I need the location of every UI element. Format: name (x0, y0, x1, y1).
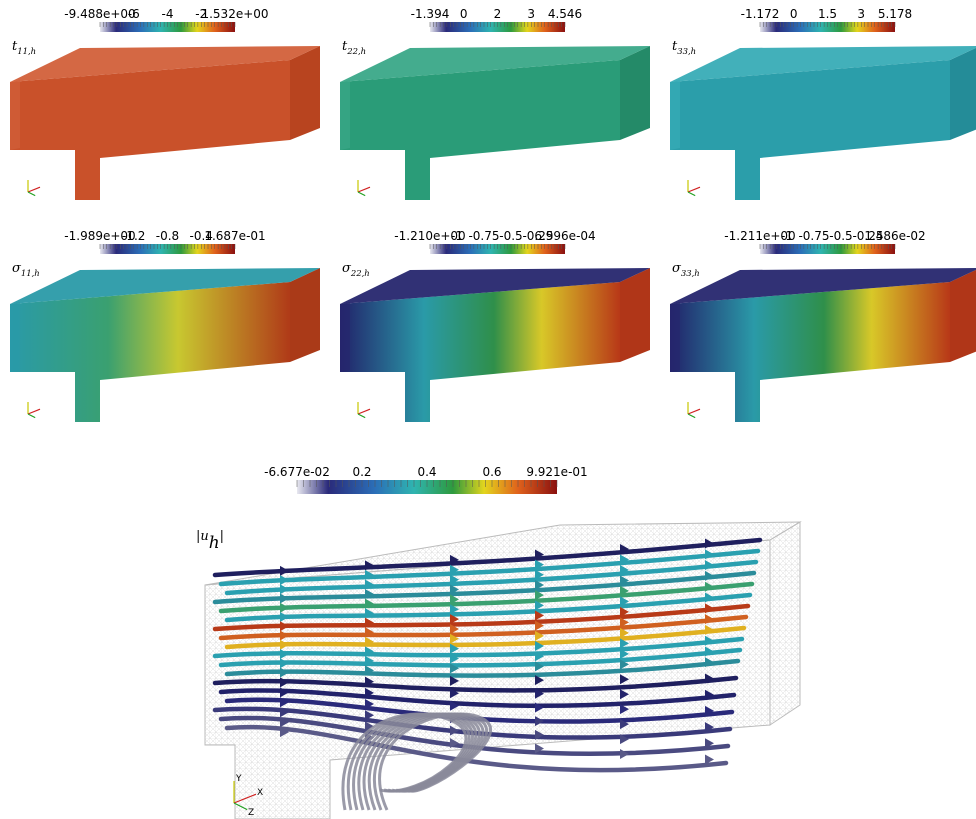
box-end (950, 268, 976, 362)
colorbar-label: 0.6 (482, 465, 501, 479)
triad-label: Y (235, 774, 242, 784)
label-sub: 11,h (17, 46, 36, 56)
colorbar-label: 6.996e-04 (534, 229, 595, 243)
panel-label: σ33,h (672, 261, 700, 278)
colorbar-label: -0.75 (798, 229, 829, 243)
colorbar-label: 0.2 (352, 465, 371, 479)
box-front (340, 282, 620, 422)
box-front (670, 60, 950, 200)
colorbar-label: 4.546 (548, 7, 582, 21)
label-sub: 22,h (350, 268, 370, 278)
colorbar-label: 9.921e-01 (526, 465, 587, 479)
box-end (620, 46, 650, 140)
panel-label: t11,h (12, 39, 36, 56)
figure: t11,h-9.488e+00-6-4-21.532e+00t22,h-1.39… (0, 0, 976, 819)
axis-x (28, 409, 40, 414)
label-base: |u (196, 529, 209, 544)
box-end (290, 268, 320, 362)
colorbar-label: -0.8 (156, 229, 179, 243)
axis-x (358, 409, 370, 414)
colorbar-label: -0.75 (468, 229, 499, 243)
label-sub: 33,h (677, 46, 696, 56)
box-end (620, 268, 650, 362)
axis-z (688, 192, 695, 196)
colorbar-label: 2 (494, 7, 502, 21)
colorbar-label: 1.532e+00 (201, 7, 268, 21)
axis-z (358, 414, 365, 418)
mesh-end (770, 522, 800, 725)
colorbar-label: -0.5 (499, 229, 522, 243)
colorbar-label: -1.2 (122, 229, 145, 243)
colorbar-label: 1.5 (818, 7, 837, 21)
label-end: | (220, 529, 224, 544)
box-left (670, 302, 680, 372)
triad-label: X (257, 788, 263, 798)
colorbar-label: 3 (527, 7, 535, 21)
colorbar-label: -9.488e+00 (64, 7, 135, 21)
colorbar-label: -6 (128, 7, 140, 21)
colorbar-label: -0.5 (829, 229, 852, 243)
axis-z (688, 414, 695, 418)
box-left (10, 80, 20, 150)
colorbar-label: 0 (790, 7, 798, 21)
colorbar-label: -1.172 (741, 7, 780, 21)
panel-label: σ22,h (342, 261, 370, 278)
box-left (340, 80, 350, 150)
arrow-glyph (620, 749, 629, 759)
colorbar-label: 1.687e-01 (204, 229, 265, 243)
axis-z (358, 192, 365, 196)
colorbar-label: 0 (460, 7, 468, 21)
triad-label: Z (248, 808, 254, 818)
box-left (10, 302, 20, 372)
colorbar-label: -1 (451, 229, 463, 243)
axis-z (28, 414, 35, 418)
colorbar-label: 1.486e-02 (864, 229, 925, 243)
box-left (340, 302, 350, 372)
axis-x (688, 187, 700, 192)
colorbar-label: 3 (857, 7, 865, 21)
colorbar-label: -1.394 (411, 7, 450, 21)
colorbar-label: 5.178 (878, 7, 912, 21)
box-end (290, 46, 320, 140)
axis-z (28, 192, 35, 196)
colorbar-label: -1 (781, 229, 793, 243)
box-front (10, 60, 290, 200)
box-front (10, 282, 290, 422)
panel-label: |uh| (196, 529, 224, 552)
panel-label: t22,h (342, 39, 366, 56)
box-left (670, 80, 680, 150)
box-end (950, 46, 976, 140)
box-front (670, 282, 950, 422)
axis-x (358, 187, 370, 192)
axis-x (688, 409, 700, 414)
panel-label: σ11,h (12, 261, 40, 278)
colorbar-label: 0.4 (417, 465, 436, 479)
label-sub: h (209, 532, 220, 552)
box-front (340, 60, 620, 200)
panel-label: t33,h (672, 39, 696, 56)
label-sub: 11,h (21, 268, 40, 278)
colorbar-label: -4 (162, 7, 174, 21)
colorbar-label: -6.677e-02 (264, 465, 330, 479)
axis-x (28, 187, 40, 192)
label-sub: 33,h (681, 268, 700, 278)
label-sub: 22,h (346, 46, 366, 56)
